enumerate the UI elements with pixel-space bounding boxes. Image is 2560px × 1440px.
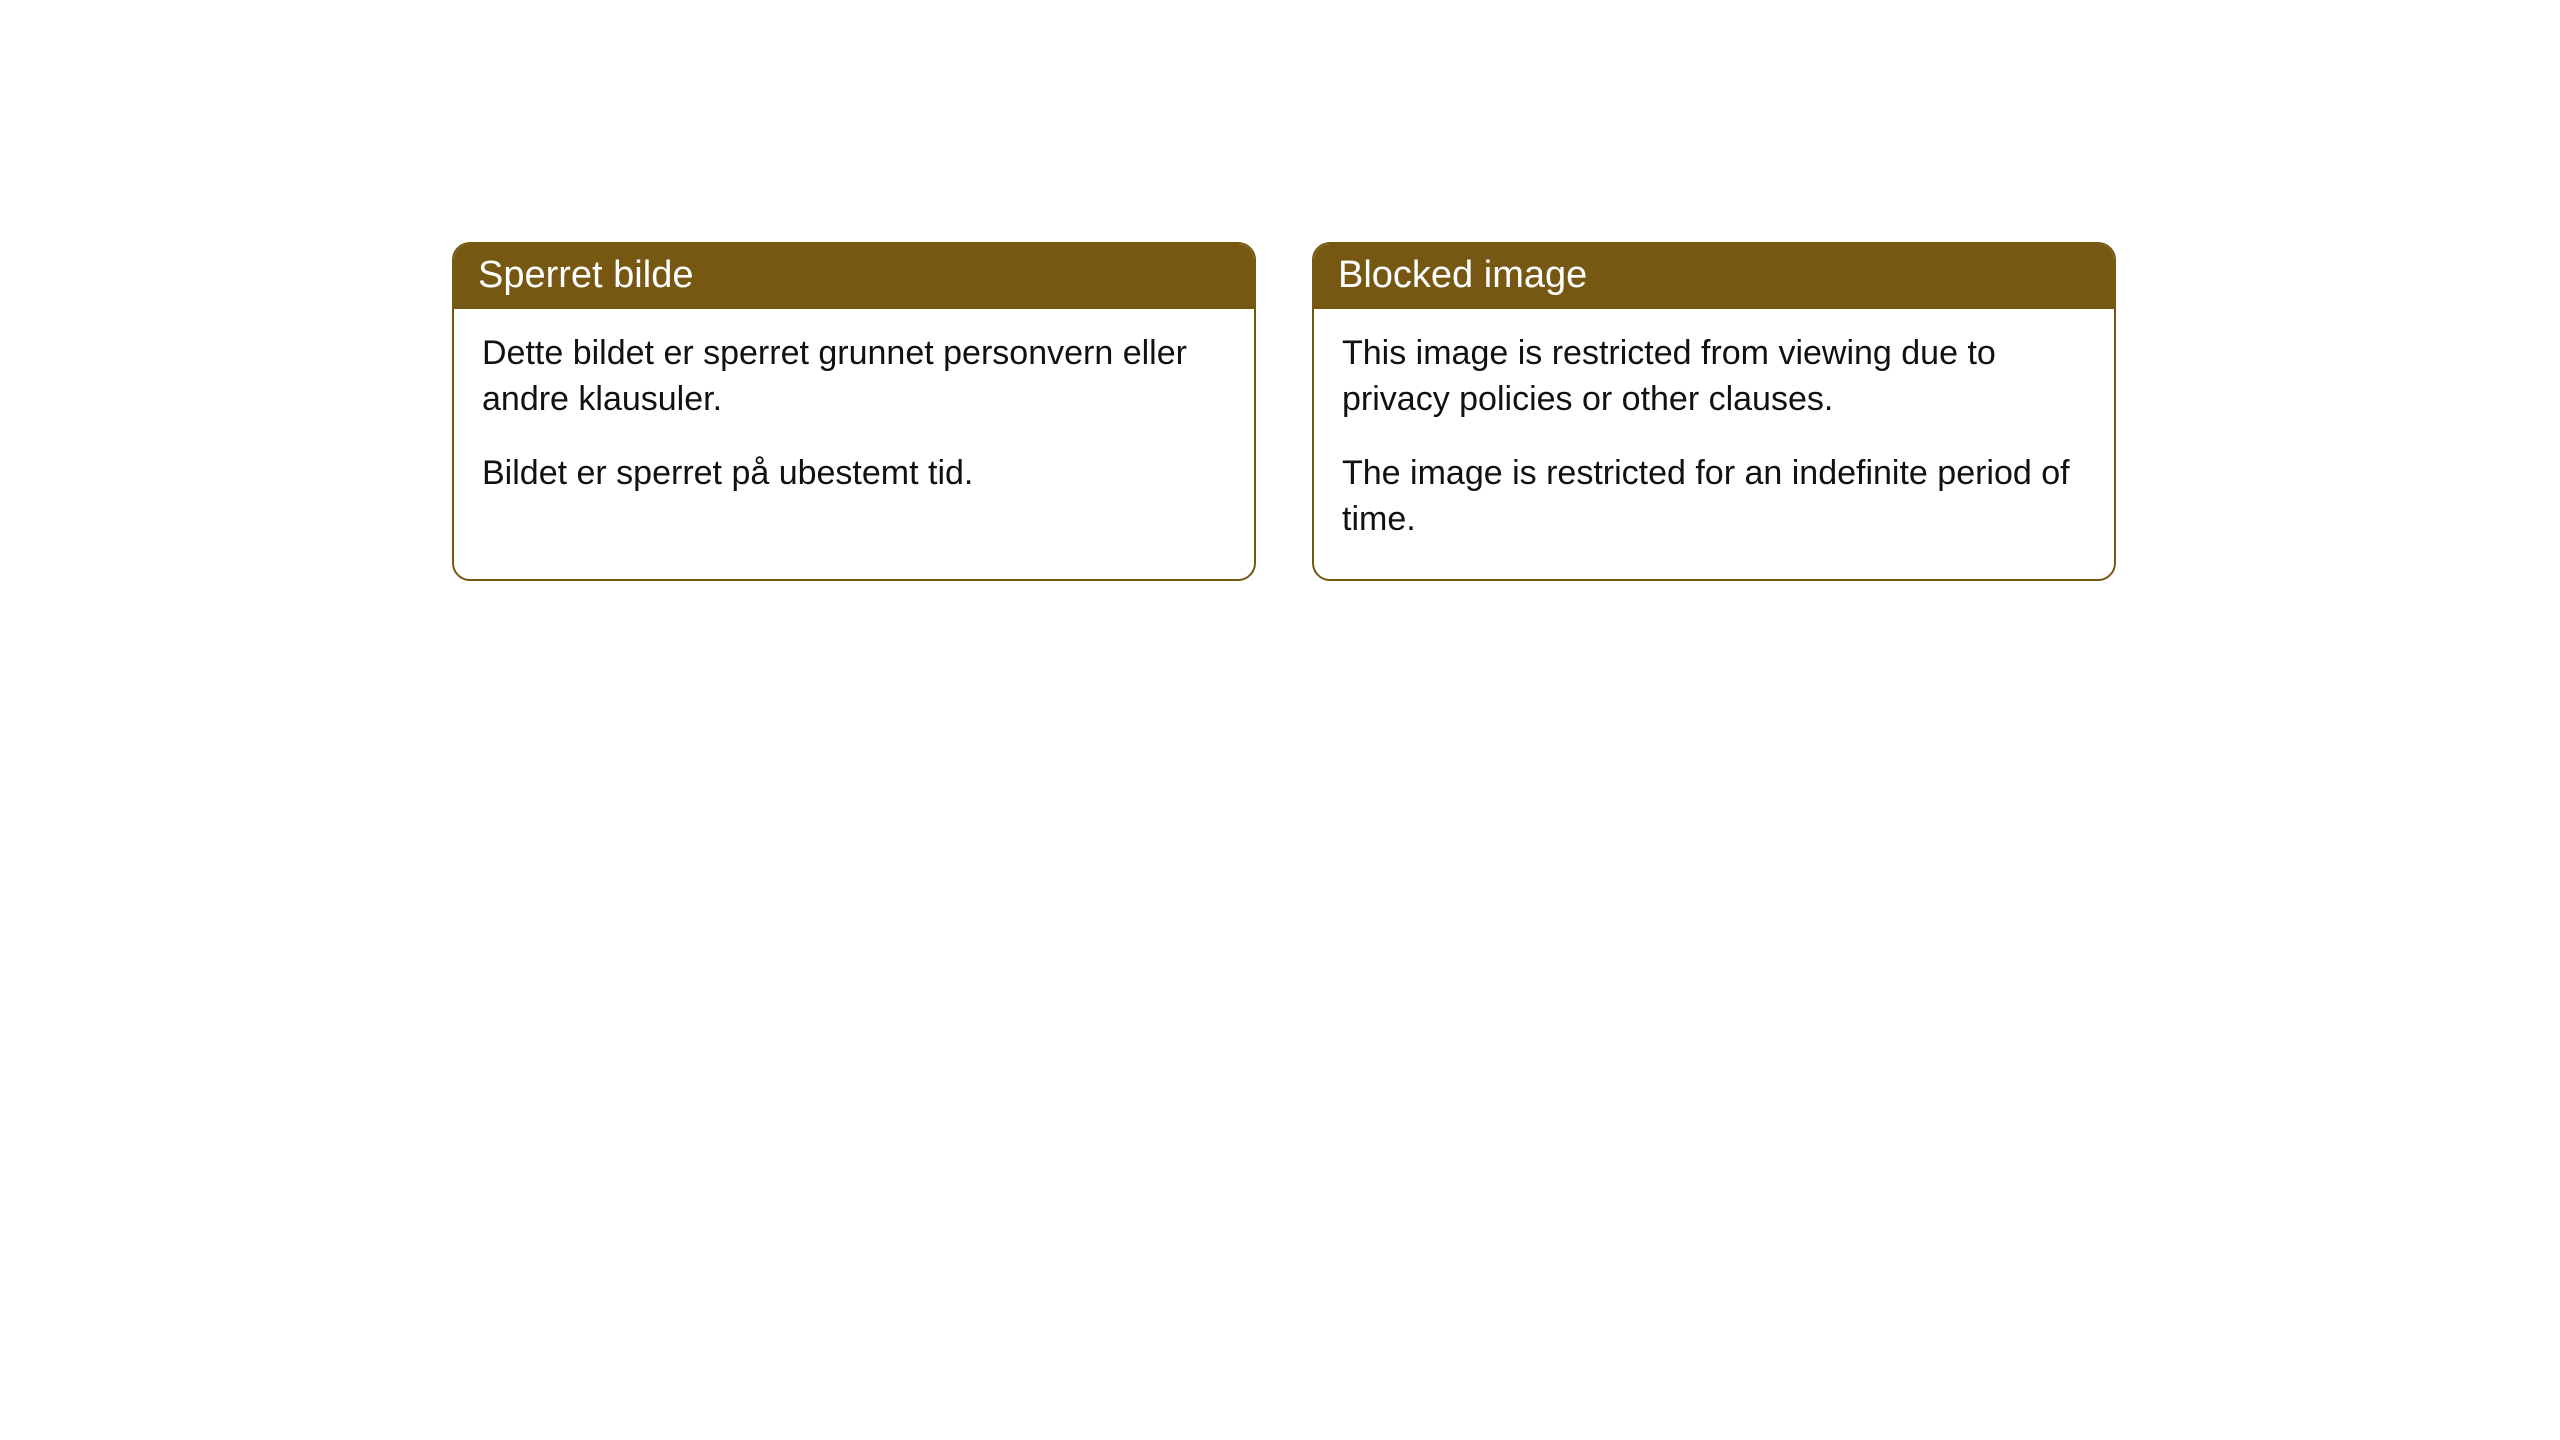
card-title: Blocked image	[1338, 254, 1587, 296]
card-header-english: Blocked image	[1314, 244, 2114, 309]
notice-card-english: Blocked image This image is restricted f…	[1312, 242, 2116, 581]
notice-cards-container: Sperret bilde Dette bildet er sperret gr…	[0, 0, 2560, 581]
card-paragraph-2: The image is restricted for an indefinit…	[1342, 451, 2086, 543]
card-body-norwegian: Dette bildet er sperret grunnet personve…	[454, 309, 1254, 533]
notice-card-norwegian: Sperret bilde Dette bildet er sperret gr…	[452, 242, 1256, 581]
card-body-english: This image is restricted from viewing du…	[1314, 309, 2114, 579]
card-paragraph-1: This image is restricted from viewing du…	[1342, 331, 2086, 423]
card-paragraph-1: Dette bildet er sperret grunnet personve…	[482, 331, 1226, 423]
card-header-norwegian: Sperret bilde	[454, 244, 1254, 309]
card-title: Sperret bilde	[478, 254, 693, 296]
card-paragraph-2: Bildet er sperret på ubestemt tid.	[482, 451, 1226, 497]
